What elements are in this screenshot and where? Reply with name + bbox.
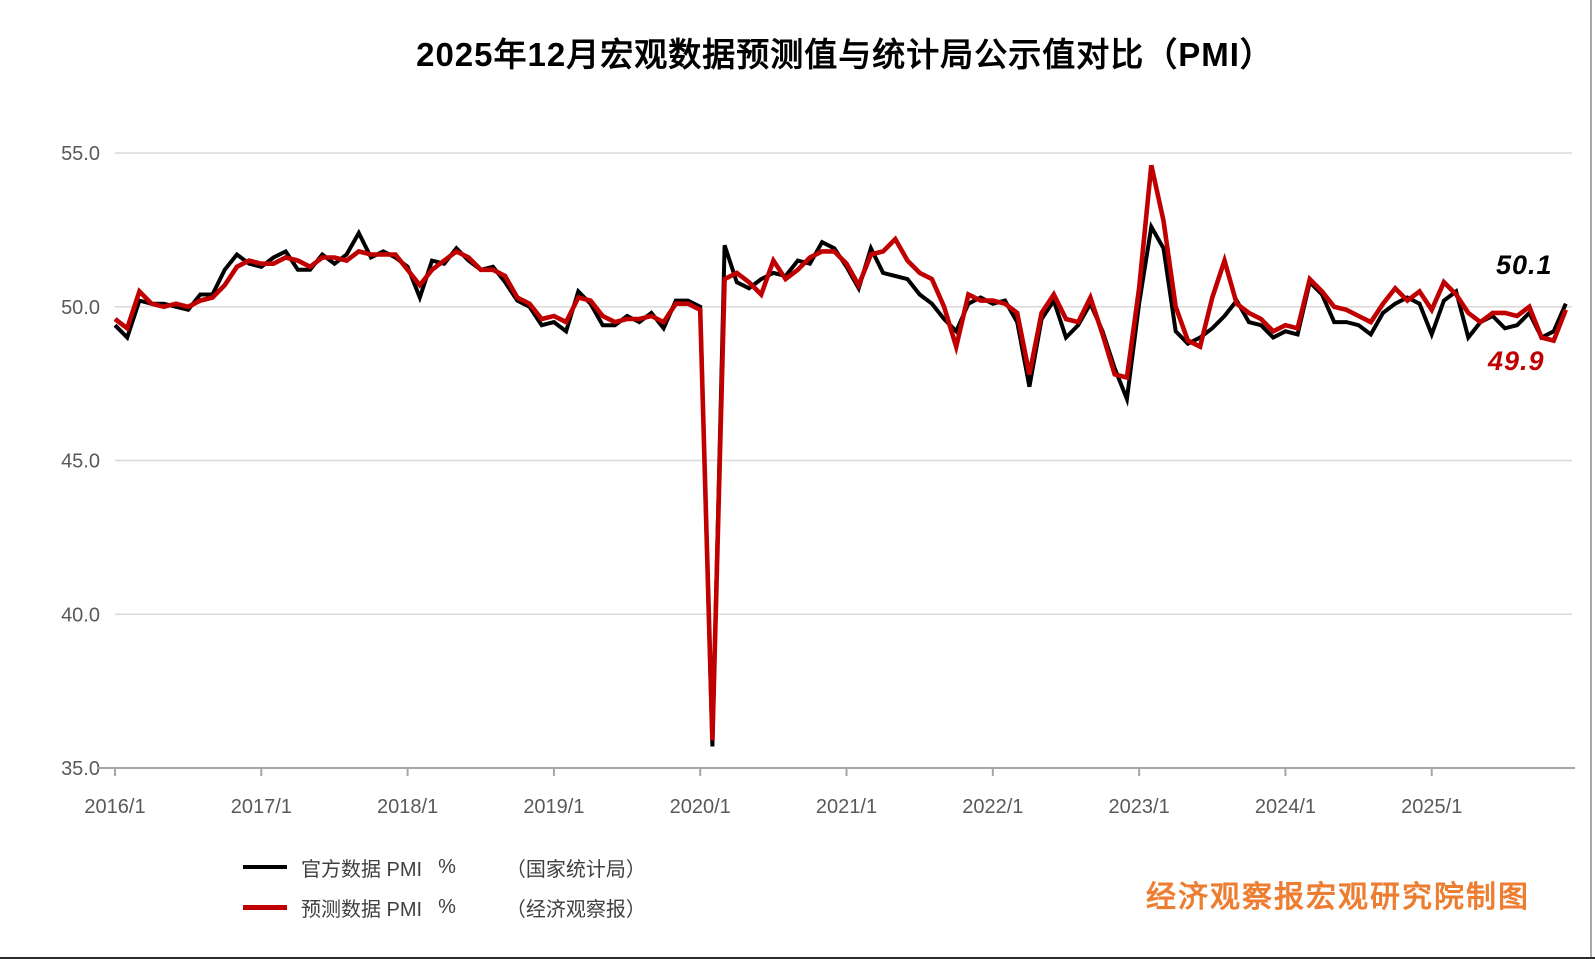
legend-official-source: （国家统计局） [505, 858, 646, 881]
legend-forecast-source: （经济观察报） [505, 898, 646, 921]
bottom-border [0, 957, 1595, 959]
y-axis-label-35.0: 35.0 [61, 758, 100, 780]
x-axis-label-2021/1: 2021/1 [816, 796, 877, 818]
legend-item-forecast: 预测数据 PMI % （经济观察报） [243, 892, 646, 922]
x-axis-label-2024/1: 2024/1 [1255, 796, 1316, 818]
x-axis-label-2022/1: 2022/1 [962, 796, 1023, 818]
legend: 官方数据 PMI % （国家统计局） 预测数据 PMI % （经济观察报） [243, 852, 646, 932]
x-axis-label-2016/1: 2016/1 [84, 796, 145, 818]
forecast-pmi-line [113, 164, 1568, 741]
legend-item-official: 官方数据 PMI % （国家统计局） [243, 852, 646, 882]
forecast-line-swatch [243, 904, 287, 910]
annotation-official-last: 50.1 [1496, 250, 1553, 280]
legend-official-unit: % [438, 855, 456, 878]
x-axis-label-2025/1: 2025/1 [1401, 796, 1462, 818]
x-axis-label-2017/1: 2017/1 [231, 796, 292, 818]
official-line-swatch [243, 865, 287, 869]
official-pmi-line [113, 220, 1568, 747]
legend-official-label: 官方数据 PMI [301, 858, 423, 881]
y-axis-label-45.0: 45.0 [61, 451, 100, 473]
legend-forecast-label: 预测数据 PMI [301, 898, 423, 921]
x-axis-label-2020/1: 2020/1 [670, 796, 731, 818]
annotation-forecast-last: 49.9 [1488, 346, 1545, 376]
watermark: 经济观察报宏观研究院制图 [1146, 880, 1530, 915]
y-axis-label-40.0: 40.0 [61, 604, 100, 626]
y-axis-label-55.0: 55.0 [61, 143, 100, 165]
x-axis-label-2023/1: 2023/1 [1109, 796, 1170, 818]
y-axis-label-50.0: 50.0 [61, 297, 100, 319]
right-border [1590, 0, 1592, 959]
x-axis-label-2019/1: 2019/1 [523, 796, 584, 818]
chart-title: 2025年12月宏观数据预测值与统计局公示值对比（PMI） [416, 36, 1274, 73]
legend-forecast-unit: % [438, 895, 456, 918]
x-axis-label-2018/1: 2018/1 [377, 796, 438, 818]
